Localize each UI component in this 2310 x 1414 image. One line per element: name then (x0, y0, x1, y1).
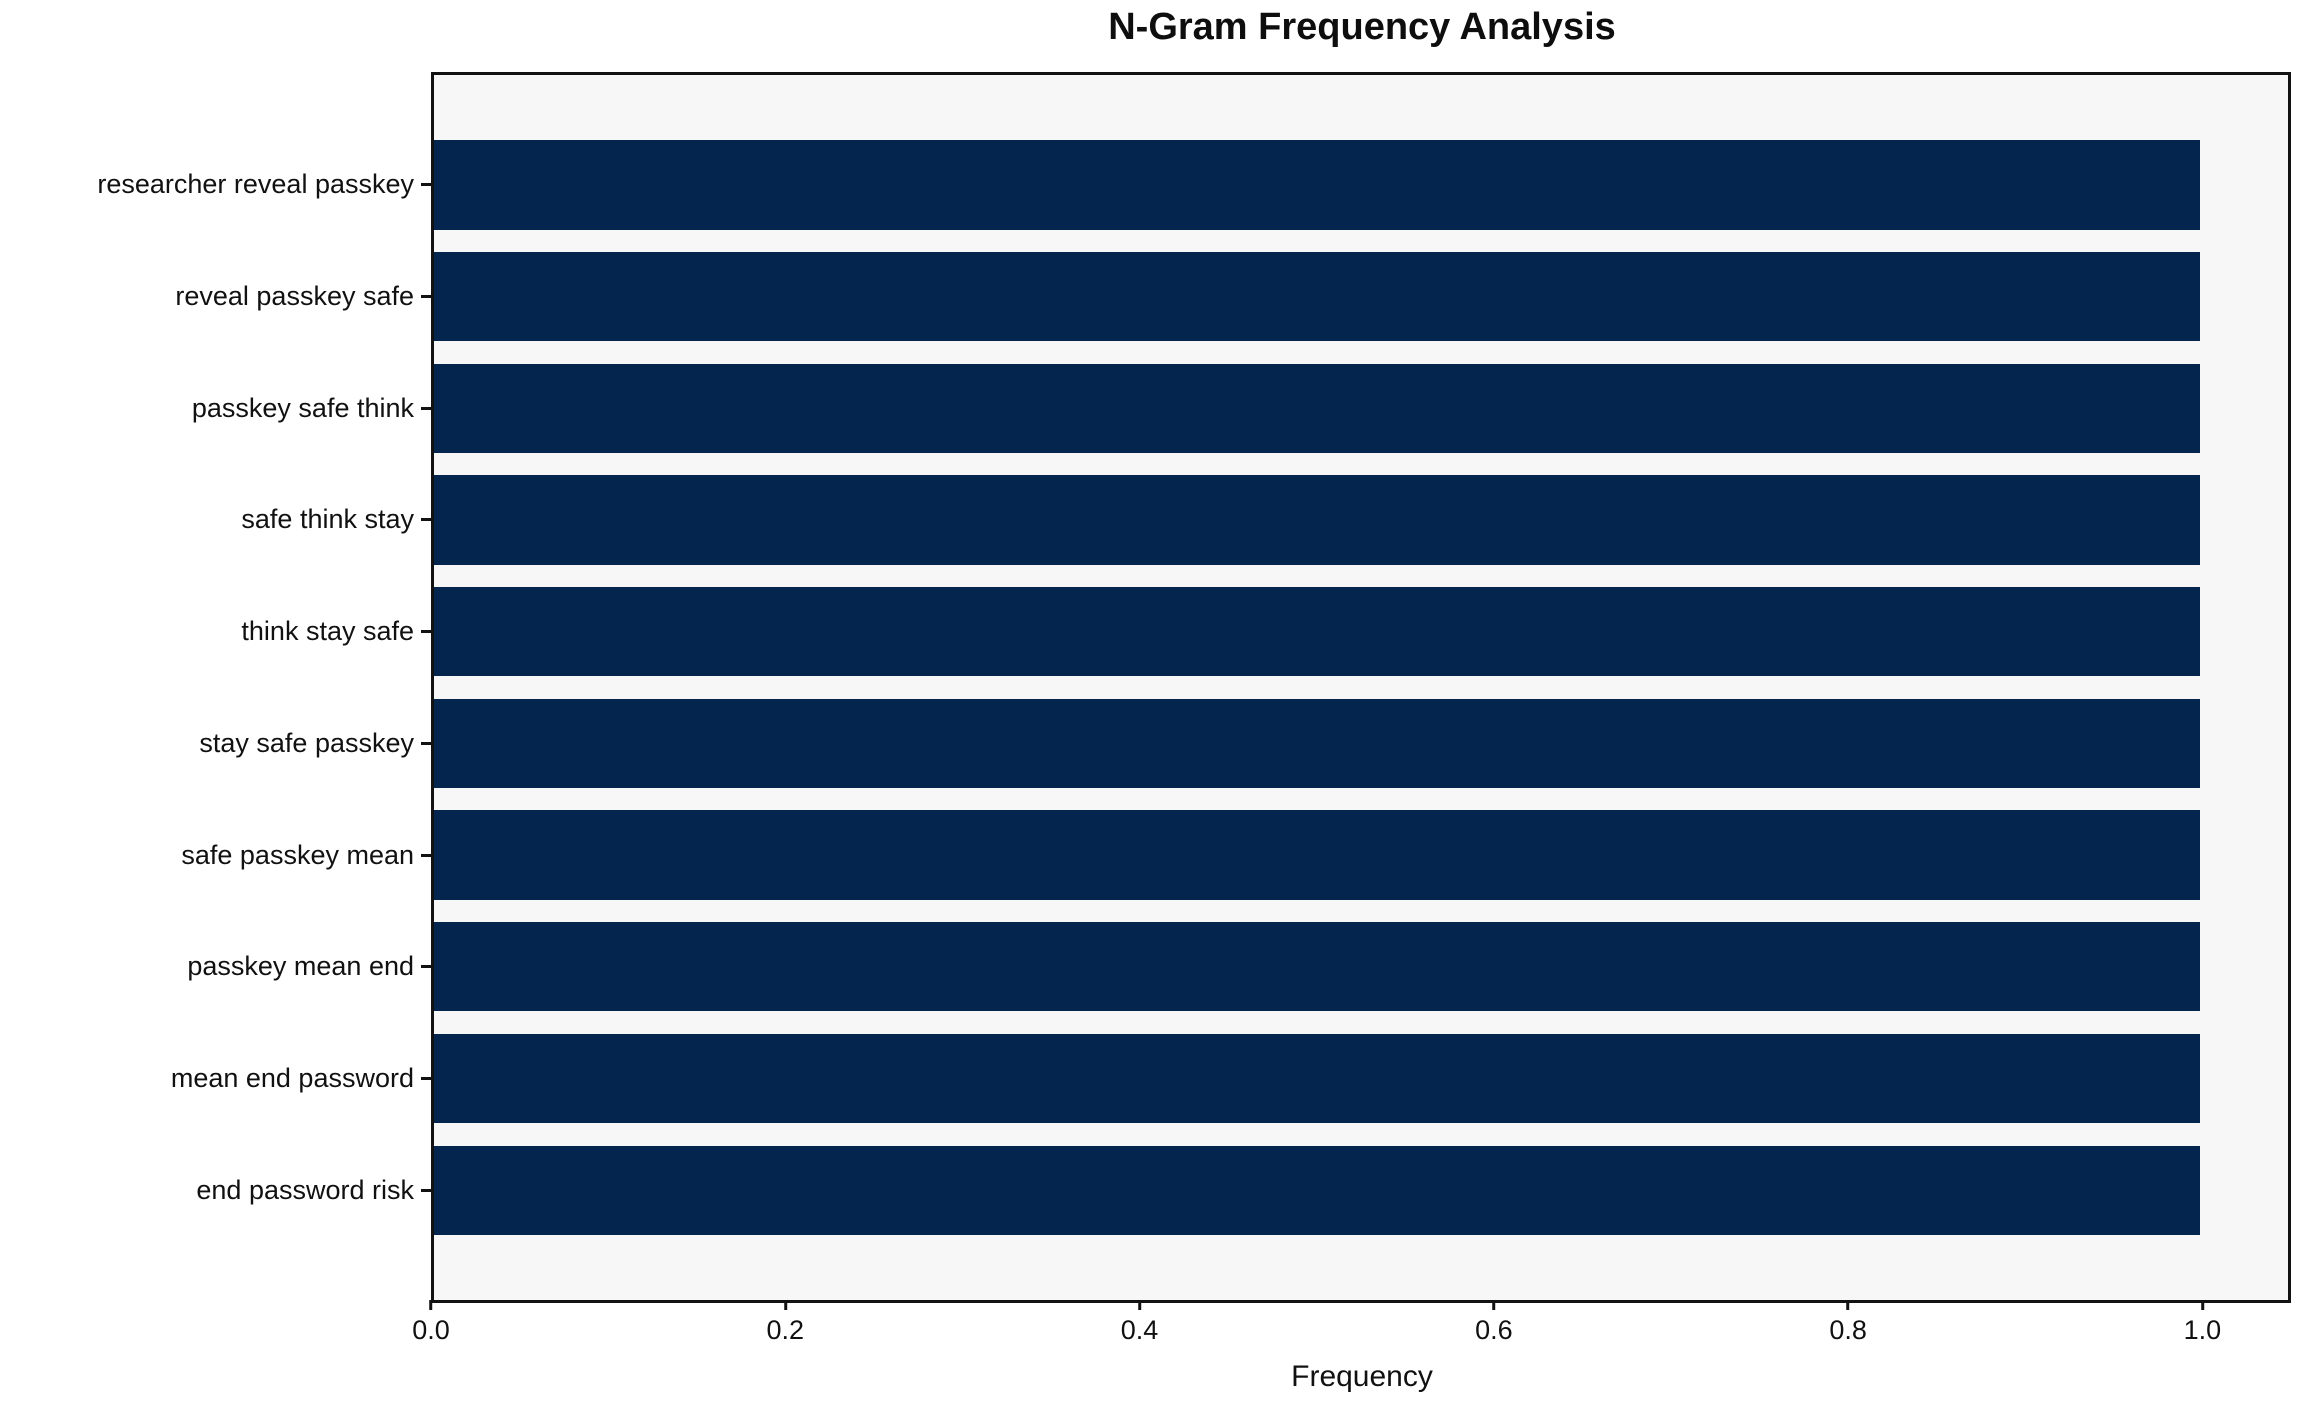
bar (434, 140, 2200, 230)
bar-row (434, 911, 2288, 1023)
bar (434, 922, 2200, 1012)
y-tick-mark (421, 853, 431, 857)
y-tick-mark (421, 965, 431, 969)
x-tick: 0.6 (1475, 1300, 1513, 1346)
x-tick: 0.2 (766, 1300, 805, 1346)
bar-row (434, 688, 2288, 800)
x-tick: 1.0 (2183, 1300, 2222, 1346)
y-tick-label: stay safe passkey (199, 727, 414, 758)
bar (434, 1033, 2200, 1124)
bar-row (434, 576, 2288, 688)
y-tick-row: passkey safe think (0, 352, 431, 464)
x-tick-mark (1138, 1300, 1142, 1310)
bar-row (434, 799, 2288, 911)
x-tick-mark (1846, 1300, 1850, 1310)
y-tick-label: end password risk (196, 1174, 414, 1205)
y-tick-mark (421, 741, 431, 745)
x-tick: 0.8 (1829, 1300, 1867, 1346)
x-axis-title: Frequency (1291, 1360, 1433, 1393)
x-tick-mark (429, 1300, 433, 1310)
y-tick-row: passkey mean end (0, 911, 431, 1023)
y-tick-mark (421, 1188, 431, 1192)
bar (434, 475, 2200, 565)
bar (434, 363, 2200, 453)
x-tick-mark (2200, 1300, 2204, 1310)
x-tick: 0.0 (412, 1300, 450, 1346)
y-tick-mark (421, 630, 431, 634)
chart-title: N-Gram Frequency Analysis (1108, 6, 1616, 48)
x-axis: 0.0 0.2 0.4 0.6 0.8 1.0 (412, 1300, 2291, 1360)
y-tick-mark (421, 406, 431, 410)
x-tick-label: 0.2 (766, 1315, 805, 1345)
x-tick-label: 0.6 (1475, 1315, 1513, 1345)
y-tick-label: mean end password (170, 1062, 414, 1093)
bar-row (434, 241, 2288, 353)
x-tick-label: 1.0 (2183, 1315, 2222, 1345)
y-tick-label: researcher reveal passkey (97, 169, 414, 200)
x-tick-mark (1492, 1300, 1496, 1310)
y-axis-labels: researcher reveal passkey reveal passkey … (0, 75, 431, 1300)
y-tick-mark (421, 183, 431, 187)
y-tick-label: passkey mean end (187, 951, 414, 982)
y-tick-row: end password risk (0, 1134, 431, 1246)
x-tick-label: 0.8 (1829, 1315, 1867, 1345)
y-tick-label: reveal passkey safe (175, 281, 414, 312)
y-tick-row: reveal passkey safe (0, 241, 431, 353)
y-tick-label: safe think stay (241, 504, 414, 535)
bar-row (434, 464, 2288, 576)
x-tick-label: 0.0 (412, 1315, 450, 1345)
bar-row (434, 1134, 2288, 1246)
bar (434, 698, 2200, 789)
bar (434, 1145, 2200, 1235)
bars-container (434, 75, 2288, 1300)
bar-row (434, 129, 2288, 241)
bar (434, 810, 2200, 900)
y-tick-row: mean end password (0, 1023, 431, 1135)
y-tick-row: think stay safe (0, 576, 431, 688)
plot-area (431, 72, 2291, 1303)
x-tick-label: 0.4 (1120, 1315, 1159, 1345)
x-tick-mark (783, 1300, 787, 1310)
y-tick-mark (421, 1076, 431, 1080)
y-tick-row: stay safe passkey (0, 688, 431, 800)
y-tick-row: safe passkey mean (0, 799, 431, 911)
y-tick-row: safe think stay (0, 464, 431, 576)
bar (434, 586, 2200, 677)
y-tick-row: researcher reveal passkey (0, 129, 431, 241)
y-tick-label: think stay safe (241, 616, 414, 647)
y-tick-mark (421, 295, 431, 299)
y-tick-label: safe passkey mean (181, 839, 414, 870)
y-tick-mark (421, 518, 431, 522)
bar (434, 251, 2200, 342)
x-tick: 0.4 (1120, 1300, 1159, 1346)
bar-row (434, 1023, 2288, 1135)
y-tick-label: passkey safe think (191, 392, 414, 423)
bar-row (434, 352, 2288, 464)
